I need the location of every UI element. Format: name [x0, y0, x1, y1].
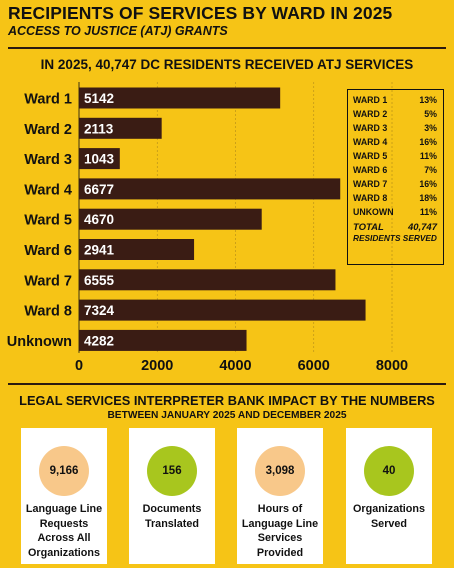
legend-row: WARD 8 18%: [353, 191, 443, 205]
legend-ward-label: UNKOWN: [353, 207, 394, 217]
legend-row: WARD 4 16%: [353, 135, 443, 149]
impact-card: 40 Organizations Served: [346, 428, 432, 564]
legend-ward-percent: 18%: [419, 193, 437, 203]
bar-value-label: 2113: [84, 121, 114, 136]
ward-bar-chart: Ward 1 5142 Ward 2 2113 Ward 3 1043 Ward 4 6677…: [7, 82, 408, 374]
impact-value-circle: 3,098: [255, 446, 305, 496]
page-subtitle: ACCESS TO JUSTICE (ATJ) GRANTS: [8, 24, 228, 38]
divider-top: [8, 47, 446, 49]
category-label: Ward 5: [24, 213, 72, 229]
bar-value-label: 6555: [84, 273, 115, 288]
legend-ward-label: WARD 6: [353, 165, 388, 175]
bar-value-label: 7324: [84, 303, 115, 318]
bar-ward-4: [79, 178, 341, 200]
divider-middle: [8, 383, 446, 385]
bar-ward-2: [79, 117, 162, 139]
impact-title: LEGAL SERVICES INTERPRETER BANK IMPACT B…: [19, 393, 435, 408]
legend-row: WARD 2 5%: [353, 107, 443, 121]
legend-row: WARD 7 16%: [353, 177, 443, 191]
bar-value-label: 4282: [84, 333, 114, 348]
legend-total-value: 40,747: [407, 222, 437, 233]
legend-total-label: TOTAL: [353, 222, 384, 233]
legend-ward-percent: 13%: [419, 95, 437, 105]
category-label: Ward 6: [24, 243, 72, 259]
legend-ward-label: WARD 5: [353, 151, 388, 161]
category-label: Ward 4: [24, 182, 72, 198]
x-tick-label: 0: [75, 358, 83, 374]
legend-ward-percent: 7%: [424, 165, 437, 175]
legend-total: TOTAL 40,747 RESIDENTS SERVED: [353, 222, 443, 243]
bar-ward-5: [79, 208, 262, 230]
impact-subtitle: BETWEEN JANUARY 2025 AND DECEMBER 2025: [107, 410, 347, 421]
bar-value-label: 1043: [84, 152, 115, 167]
legend-total-caption: RESIDENTS SERVED: [353, 233, 437, 243]
bar-value-label: 2941: [84, 243, 115, 258]
legend-ward-percent: 5%: [424, 109, 437, 119]
legend-ward-label: WARD 2: [353, 109, 388, 119]
bar-ward-6: [79, 239, 195, 260]
impact-card-label: Organizations Served: [353, 503, 425, 530]
legend-ward-label: WARD 7: [353, 179, 388, 189]
impact-value-circle: 9,166: [39, 446, 89, 496]
impact-card-label: Documents Translated: [142, 503, 202, 530]
impact-card-label: Hours of Language Line Services Provided: [241, 503, 319, 559]
legend-ward-percent: 11%: [419, 151, 437, 161]
category-label: Ward 7: [24, 273, 72, 289]
legend-row: WARD 5 11%: [353, 149, 443, 163]
x-tick-label: 4000: [219, 358, 251, 374]
legend-ward-label: WARD 1: [353, 95, 388, 105]
bar-ward-1: [79, 87, 281, 109]
headline: IN 2025, 40,747 DC RESIDENTS RECEIVED AT…: [40, 57, 414, 72]
impact-value-circle: 156: [147, 446, 197, 496]
page-title: RECIPIENTS OF SERVICES BY WARD IN 2025: [8, 3, 393, 23]
impact-card: 3,098 Hours of Language Line Services Pro…: [237, 428, 323, 564]
impact-card-label: Language Line Requests Across All Organi…: [25, 503, 103, 559]
legend-ward-percent: 11%: [419, 207, 437, 217]
legend-ward-percent: 16%: [419, 179, 437, 189]
impact-value-circle: 40: [364, 446, 414, 496]
legend-row: WARD 6 7%: [353, 163, 443, 177]
bar-value-label: 5142: [84, 91, 114, 106]
category-label: Ward 3: [24, 152, 72, 168]
legend-ward-label: WARD 3: [353, 123, 388, 133]
bar-ward-3: [79, 148, 120, 170]
category-label: Unknown: [7, 334, 72, 350]
legend-ward-label: WARD 8: [353, 193, 388, 203]
legend-row: UNKOWN 11%: [353, 205, 443, 219]
impact-card: 156 Documents Translated: [129, 428, 215, 564]
category-label: Ward 2: [24, 122, 72, 138]
legend-ward-percent: 3%: [424, 123, 437, 133]
legend-row: WARD 1 13%: [353, 93, 443, 107]
category-label: Ward 8: [24, 304, 72, 320]
x-tick-label: 2000: [141, 358, 173, 374]
legend-row: WARD 3 3%: [353, 121, 443, 135]
bar-value-label: 4670: [84, 212, 114, 227]
bar-ward-7: [79, 269, 336, 291]
percentage-legend: WARD 1 13% WARD 2 5% WARD 3 3% WARD 4 16% WARD 5…: [347, 89, 444, 265]
bar-unknown: [79, 329, 247, 351]
bar-value-label: 6677: [84, 182, 114, 197]
legend-ward-percent: 16%: [419, 137, 437, 147]
impact-card: 9,166 Language Line Requests Across All O…: [21, 428, 107, 564]
x-tick-label: 8000: [376, 358, 408, 374]
legend-ward-label: WARD 4: [353, 137, 388, 147]
bar-ward-8: [79, 299, 366, 321]
category-label: Ward 1: [24, 92, 72, 108]
x-tick-label: 6000: [298, 358, 330, 374]
